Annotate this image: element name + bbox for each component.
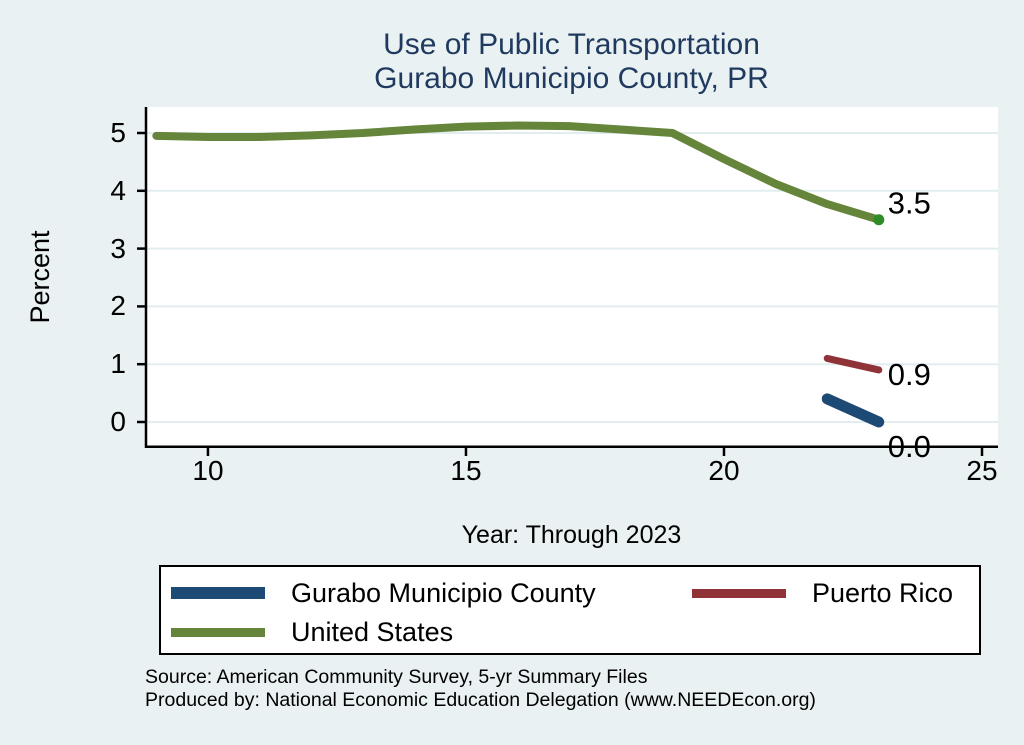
chart-title-line2: Gurabo Municipio County, PR — [374, 62, 769, 95]
legend-label-gurabo: Gurabo Municipio County — [291, 577, 596, 608]
y-tick-label: 1 — [110, 348, 126, 380]
chart-title-line1: Use of Public Transportation — [383, 28, 760, 61]
end-label-gurabo: 0.0 — [888, 429, 931, 460]
footer: Source: American Community Survey, 5-yr … — [145, 666, 816, 711]
legend: Gurabo Municipio County Puerto Rico Unit… — [159, 565, 981, 655]
legend-swatch-united-states — [171, 627, 265, 637]
x-tick-label: 10 — [192, 455, 224, 486]
end-label-puerto-rico: 0.9 — [888, 357, 931, 392]
y-tick-label: 5 — [110, 117, 126, 148]
plot-background — [145, 107, 998, 448]
legend-label-puerto-rico: Puerto Rico — [812, 577, 954, 608]
series-end-dot — [873, 214, 885, 226]
y-tick-label: 4 — [110, 174, 126, 206]
legend-swatch-gurabo — [171, 587, 265, 599]
series-line-2 — [152, 121, 883, 224]
series-line-1 — [823, 354, 883, 374]
x-tick-label: 20 — [708, 455, 740, 486]
footer-produced-by: Produced by: National Economic Education… — [145, 688, 816, 711]
series-end-labels: 0.0 0.9 3.5 — [888, 186, 931, 460]
y-tick-label: 2 — [110, 290, 126, 322]
end-label-united-states: 3.5 — [888, 186, 931, 221]
x-tick-label: 25 — [966, 455, 998, 486]
series-line-0 — [821, 393, 885, 428]
x-axis-title: Year: Through 2023 — [461, 521, 682, 549]
series-lines — [152, 121, 885, 428]
chart-title: Use of Public Transportation Gurabo Muni… — [145, 28, 998, 96]
y-tick-label: 0 — [110, 405, 126, 437]
legend-entry-gurabo: Gurabo Municipio County — [171, 578, 596, 608]
legend-entry-puerto-rico: Puerto Rico — [692, 578, 953, 608]
axes — [137, 107, 998, 456]
x-tick-label: 15 — [450, 455, 482, 486]
footer-source: Source: American Community Survey, 5-yr … — [145, 666, 648, 688]
plot-area: 0.0 0.9 3.5 — [137, 107, 998, 460]
legend-swatch-puerto-rico — [692, 588, 786, 598]
legend-label-united-states: United States — [291, 616, 454, 647]
y-tick-label: 3 — [110, 232, 126, 264]
legend-entry-united-states: United States — [171, 617, 453, 647]
